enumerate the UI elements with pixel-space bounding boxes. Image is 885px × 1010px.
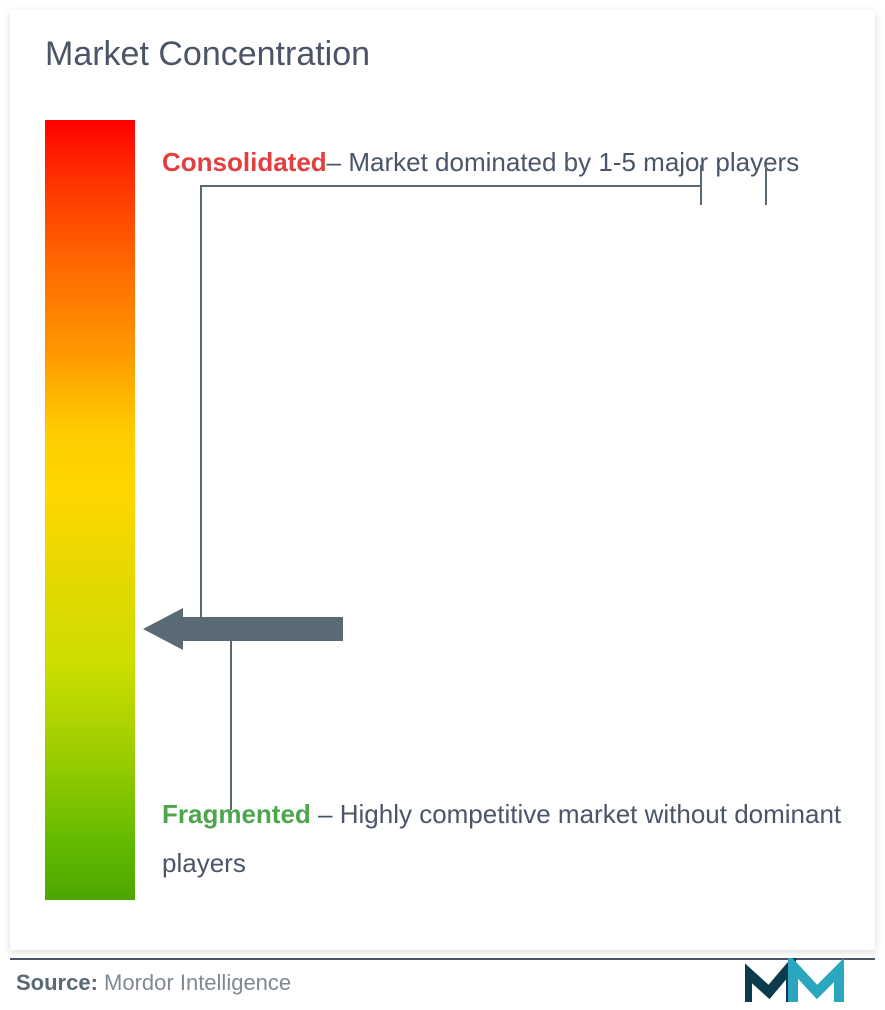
source-text: Source: Mordor Intelligence bbox=[16, 970, 291, 996]
connector-line bbox=[700, 165, 702, 205]
fragmented-keyword: Fragmented bbox=[162, 799, 311, 829]
position-arrow bbox=[143, 608, 343, 650]
arrow-shaft bbox=[181, 617, 343, 641]
infographic-card: Market Concentration Consolidated– Marke… bbox=[10, 10, 875, 950]
source-label: Source: bbox=[16, 970, 98, 995]
chart-title: Market Concentration bbox=[45, 35, 370, 74]
arrow-head-icon bbox=[143, 608, 183, 650]
mordor-logo-icon bbox=[745, 958, 855, 1004]
footer: Source: Mordor Intelligence bbox=[10, 958, 875, 1002]
consolidated-keyword: Consolidated bbox=[162, 147, 327, 177]
consolidated-desc: – Market dominated by 1-5 major players bbox=[327, 147, 800, 177]
connector-line bbox=[765, 165, 767, 205]
source-value: Mordor Intelligence bbox=[104, 970, 291, 995]
connector-line bbox=[200, 185, 202, 620]
fragmented-label: Fragmented – Highly competitive market w… bbox=[162, 790, 862, 889]
consolidated-label: Consolidated– Market dominated by 1-5 ma… bbox=[162, 138, 862, 187]
concentration-gradient-bar bbox=[45, 120, 135, 900]
connector-line bbox=[200, 185, 700, 187]
connector-line bbox=[230, 638, 232, 810]
